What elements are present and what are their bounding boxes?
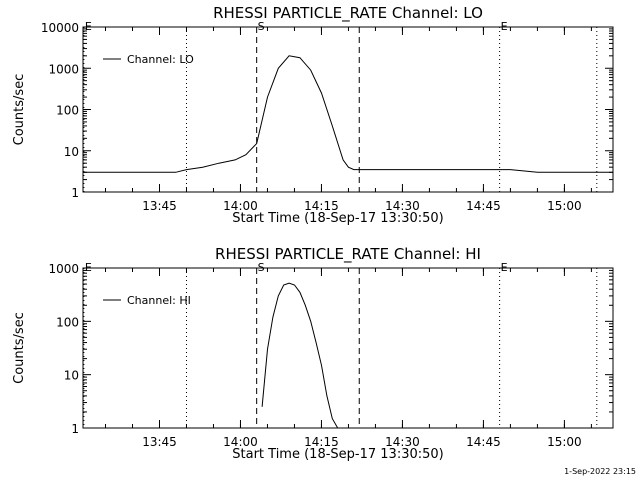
y-tick-label: 10 [64,369,79,383]
timestamp: 1-Sep-2022 23:15 [564,467,636,476]
x-tick-label: 13:45 [142,199,177,213]
x-tick-label: 14:30 [385,435,420,449]
x-tick-label: 14:00 [223,199,258,213]
legend-entry: Channel: LO [127,53,194,66]
y-tick-label: 100 [56,104,79,118]
plot-frame [82,267,614,429]
y-axis-label: Counts/sec [12,312,27,384]
legend-entry: Channel: HI [127,294,191,307]
x-tick-label: 14:45 [466,199,501,213]
x-tick-label: 14:45 [466,435,501,449]
y-tick-label: 1 [71,186,79,200]
chart-title: RHESSI PARTICLE_RATE Channel: LO [213,4,483,23]
time-marker-label: E [501,20,508,33]
x-tick-label: 13:45 [142,435,177,449]
x-axis-label: Start Time (18-Sep-17 13:30:50) [232,447,443,462]
time-marker-label: S [258,261,265,274]
x-tick-label: 14:00 [223,435,258,449]
time-marker-label: S [258,20,265,33]
x-tick-label: 14:15 [304,435,339,449]
time-marker-label: E [501,261,508,274]
y-tick-label: 1000 [48,262,79,276]
x-tick-label: 14:30 [385,199,420,213]
series-line [261,282,339,429]
y-tick-label: 1 [71,422,79,436]
x-tick-label: 15:00 [547,199,582,213]
time-marker-label: E [85,261,92,274]
chart-title: RHESSI PARTICLE_RATE Channel: HI [215,245,481,264]
y-tick-label: 10000 [41,21,79,35]
x-axis-label: Start Time (18-Sep-17 13:30:50) [232,211,443,226]
y-tick-label: 1000 [48,62,79,76]
y-tick-label: 100 [56,315,79,329]
x-tick-label: 15:00 [547,435,582,449]
series-line [83,55,613,173]
time-marker-label: E [85,20,92,33]
y-tick-label: 10 [64,145,79,159]
x-tick-label: 14:15 [304,199,339,213]
y-axis-label: Counts/sec [12,74,27,146]
